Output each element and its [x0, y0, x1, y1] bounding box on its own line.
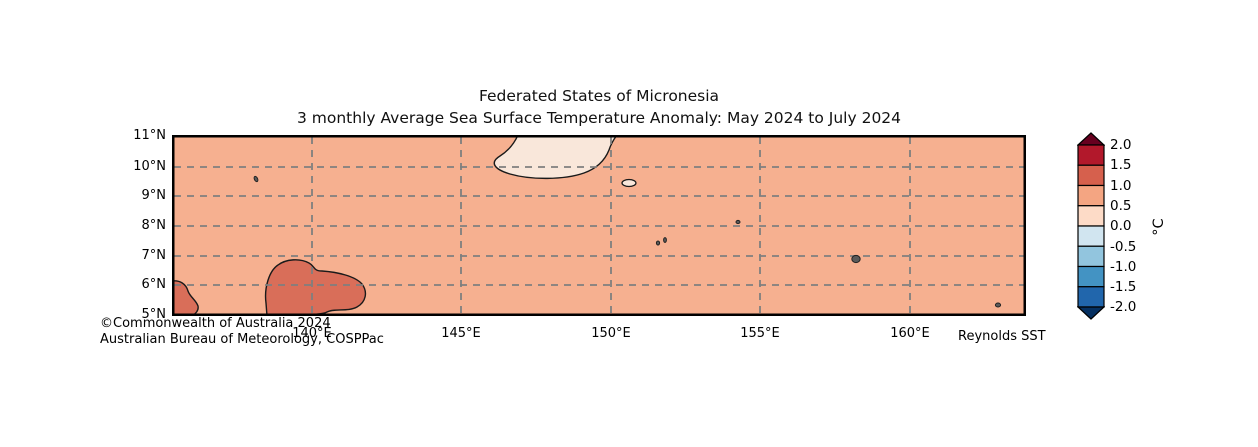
- sst-anomaly-map: [172, 135, 1026, 316]
- colorbar-segment: [1077, 205, 1105, 227]
- y-axis-tick-6n: 6°N: [141, 277, 167, 292]
- data-source-label: Reynolds SST: [958, 329, 1046, 344]
- colorbar-segment: [1077, 225, 1105, 247]
- x-axis-tick-150e: 150°E: [591, 326, 631, 341]
- colorbar-unit-label: °C: [1151, 218, 1167, 236]
- map-frame: [172, 135, 1026, 316]
- y-axis-tick-8n: 8°N: [141, 218, 167, 233]
- island-mark: [735, 219, 741, 225]
- colorbar-tick-label: 2.0: [1110, 137, 1132, 153]
- credit-line-2: Australian Bureau of Meteorology, COSPPa…: [100, 332, 384, 347]
- credit-block: ©Commonwealth of Australia 2024 Australi…: [100, 316, 430, 348]
- chart-title-block: Federated States of Micronesia 3 monthly…: [172, 85, 1026, 129]
- colorbar-tick-label: -0.5: [1110, 239, 1137, 255]
- y-axis-tick-7n: 7°N: [141, 248, 167, 263]
- x-axis-tick-155e: 155°E: [740, 326, 780, 341]
- cool-anomaly-region: [493, 135, 618, 180]
- colorbar: [1077, 132, 1105, 320]
- colorbar-tick-label: 0.5: [1110, 198, 1132, 214]
- island-mark: [994, 302, 1002, 308]
- colorbar-over-arrow: [1077, 132, 1105, 146]
- colorbar-segment: [1077, 144, 1105, 166]
- island-mark: [663, 237, 667, 243]
- colorbar-tick-label: 1.5: [1110, 157, 1132, 173]
- chart-subtitle: 3 monthly Average Sea Surface Temperatur…: [296, 109, 902, 127]
- chart-title: Federated States of Micronesia: [478, 87, 720, 105]
- colorbar-tick-label: 1.0: [1110, 178, 1132, 194]
- warm-anomaly-region-main: [264, 259, 367, 316]
- grid-lines: [174, 137, 1024, 314]
- colorbar-segment: [1077, 164, 1105, 187]
- x-axis-tick-145e: 145°E: [441, 326, 481, 341]
- colorbar-segment: [1077, 184, 1105, 207]
- x-axis-tick-160e: 160°E: [890, 326, 930, 341]
- colorbar-tick-label: -1.5: [1110, 279, 1137, 295]
- colorbar-segment: [1077, 286, 1105, 308]
- colorbar-segment: [1077, 265, 1105, 288]
- credit-line-1: ©Commonwealth of Australia 2024: [100, 316, 331, 331]
- y-axis-tick-5n: 5°N: [141, 307, 167, 322]
- colorbar-segment: [1077, 245, 1105, 268]
- y-axis-tick-11n: 11°N: [133, 128, 166, 143]
- colorbar-tick-label: 0.0: [1110, 218, 1132, 234]
- y-axis-tick-10n: 10°N: [133, 159, 166, 174]
- colorbar-under-arrow: [1077, 306, 1105, 320]
- cool-anomaly-contour-small: [621, 178, 637, 188]
- colorbar-tick-label: -2.0: [1110, 299, 1137, 315]
- island-marks: [253, 175, 1002, 308]
- island-mark: [851, 254, 861, 264]
- island-mark: [655, 240, 661, 246]
- island-mark: [253, 175, 259, 183]
- y-axis-tick-9n: 9°N: [141, 188, 167, 203]
- x-axis-tick-140e: 140°E: [292, 326, 332, 341]
- colorbar-tick-label: -1.0: [1110, 259, 1137, 275]
